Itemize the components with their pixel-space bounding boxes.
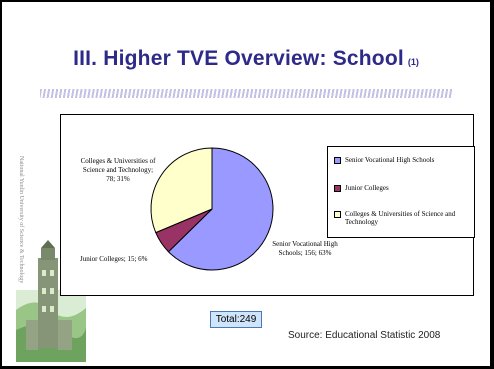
pie-slice-senior (167, 147, 274, 271)
pie-label-senior: Senior Vocational High Schools; 156; 63% (272, 240, 338, 257)
legend-label-senior: Senior Vocational High Schools (345, 156, 435, 164)
decorative-band (40, 89, 452, 98)
pie-chart (150, 147, 274, 271)
legend-label-colleges: Colleges & Universities of Science and T… (345, 210, 456, 226)
legend-item-junior: Junior Colleges (334, 184, 463, 192)
slide-title: III. Higher TVE Overview: School (73, 47, 404, 70)
legend-swatch-senior (334, 157, 341, 164)
legend-label-junior: Junior Colleges (345, 184, 389, 192)
pie-label-colleges: Colleges & Universities of Science and T… (80, 157, 156, 183)
pie-slice-colleges (150, 147, 213, 234)
title-area: III. Higher TVE Overview: School (1) (2, 47, 490, 71)
legend-swatch-junior (334, 185, 341, 192)
building-illustration (16, 240, 86, 362)
source-note: Source: Educational Statistic 2008 (288, 330, 441, 341)
pie-label-junior: Junior Colleges; 15; 6% (80, 255, 148, 263)
title-note: (1) (407, 57, 419, 67)
legend-swatch-colleges (334, 211, 341, 218)
legend-item-senior: Senior Vocational High Schools (334, 156, 463, 164)
total-badge: Total:249 (210, 311, 262, 328)
chart-legend: Senior Vocational High Schools Junior Co… (327, 146, 475, 238)
legend-item-colleges: Colleges & Universities of Science and T… (334, 210, 463, 226)
